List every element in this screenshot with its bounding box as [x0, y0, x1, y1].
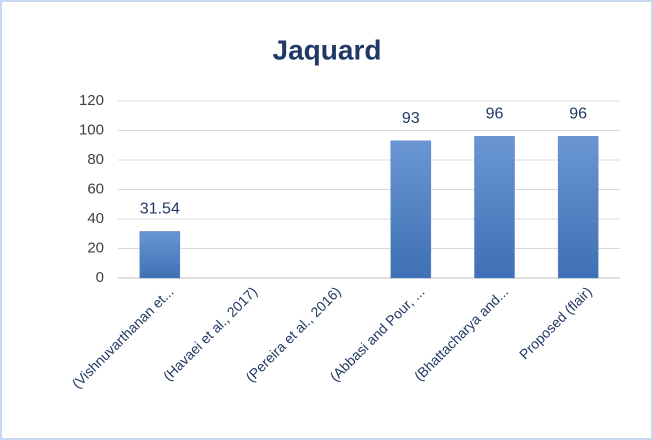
- bar: [390, 140, 432, 279]
- y-tick-label: 0: [96, 269, 104, 286]
- y-tick-label: 20: [87, 239, 104, 256]
- y-tick-label: 100: [79, 121, 104, 138]
- data-label: 31.54: [140, 201, 180, 218]
- data-label: 93: [402, 110, 420, 127]
- y-tick-label: 60: [87, 180, 104, 197]
- y-tick-label: 120: [79, 92, 104, 109]
- chart-title: Jaquard: [273, 34, 382, 65]
- data-label: 96: [486, 106, 504, 123]
- bar: [557, 136, 599, 279]
- y-tick-label: 80: [87, 151, 104, 168]
- bar: [139, 231, 181, 279]
- bar: [474, 136, 515, 279]
- data-label: 96: [569, 106, 587, 123]
- y-tick-label: 40: [87, 210, 104, 227]
